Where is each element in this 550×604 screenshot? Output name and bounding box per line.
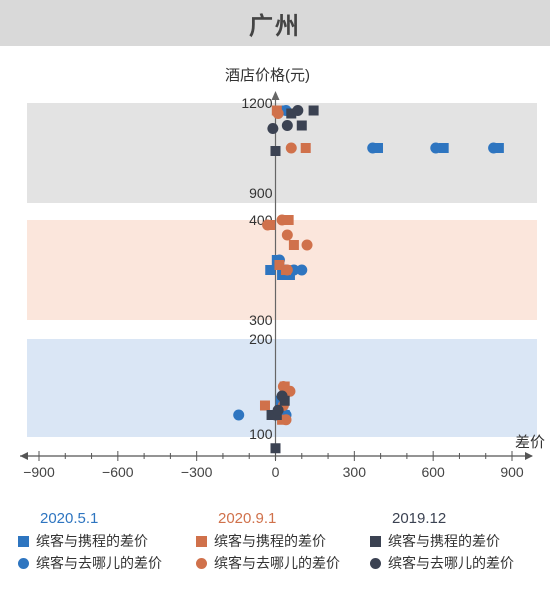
legend-label: 缤客与去哪儿的差价 bbox=[388, 555, 514, 571]
title-bar: 广州 bbox=[0, 0, 550, 46]
y-tick-label: 100 bbox=[249, 426, 273, 442]
x-axis-left-arrow bbox=[20, 452, 28, 460]
y-tick-label: 900 bbox=[249, 185, 273, 201]
data-point-circle bbox=[281, 264, 293, 276]
legend-group-title: 2020.9.1 bbox=[218, 510, 277, 527]
range-band bbox=[27, 103, 537, 203]
legend-item: 缤客与去哪儿的差价 bbox=[370, 552, 545, 574]
legend-group-2020-5-1: 2020.5.1 缤客与携程的差价 缤客与去哪儿的差价 bbox=[18, 508, 193, 574]
data-point-circle bbox=[276, 214, 288, 226]
square-marker-icon bbox=[196, 535, 207, 547]
legend-group-2019-12: 2019.12 缤客与携程的差价 缤客与去哪儿的差价 bbox=[370, 508, 545, 574]
data-point-circle bbox=[262, 219, 274, 231]
data-point-square bbox=[265, 265, 276, 275]
circle-marker-icon bbox=[18, 557, 29, 569]
square-marker-icon bbox=[370, 535, 381, 547]
data-point-circle bbox=[285, 142, 297, 154]
data-point-circle bbox=[296, 264, 308, 276]
y-axis-arrow bbox=[271, 91, 280, 100]
x-axis-right-arrow bbox=[525, 452, 533, 460]
x-tick-label: −600 bbox=[102, 464, 134, 480]
data-point-circle bbox=[281, 120, 293, 131]
data-point-circle bbox=[367, 142, 379, 154]
x-tick-label: 0 bbox=[272, 464, 280, 480]
legend-item: 缤客与携程的差价 bbox=[18, 530, 193, 552]
data-point-circle bbox=[281, 229, 293, 241]
data-point-circle bbox=[272, 108, 284, 119]
y-tick-label: 1200 bbox=[241, 95, 272, 111]
legend-group-2020-9-1: 2020.9.1 缤客与携程的差价 缤客与去哪儿的差价 bbox=[196, 508, 371, 574]
x-tick-label: 600 bbox=[421, 464, 445, 480]
legend-label: 缤客与去哪儿的差价 bbox=[36, 555, 162, 571]
data-point-circle bbox=[280, 414, 292, 426]
chart-title: 广州 bbox=[249, 12, 301, 40]
legend-item: 缤客与携程的差价 bbox=[196, 530, 371, 552]
legend-group-title: 2019.12 bbox=[392, 510, 447, 527]
data-point-square bbox=[270, 443, 281, 454]
data-point-circle bbox=[292, 105, 304, 116]
data-point-circle bbox=[276, 390, 288, 402]
data-point-square bbox=[308, 105, 319, 116]
data-point-square bbox=[288, 240, 299, 250]
data-point-square bbox=[270, 146, 281, 156]
data-point-circle bbox=[267, 123, 279, 134]
legend-item: 缤客与去哪儿的差价 bbox=[196, 552, 371, 574]
x-tick-label: 300 bbox=[343, 464, 367, 480]
legend-item: 缤客与去哪儿的差价 bbox=[18, 552, 193, 574]
legend-label: 缤客与去哪儿的差价 bbox=[214, 555, 340, 571]
data-point-circle bbox=[488, 142, 500, 154]
x-tick-label: 900 bbox=[500, 464, 524, 480]
legend-item: 缤客与携程的差价 bbox=[370, 530, 545, 552]
data-point-square bbox=[296, 120, 307, 131]
square-marker-icon bbox=[18, 535, 29, 547]
x-tick-label: −300 bbox=[181, 464, 213, 480]
x-tick-label: −900 bbox=[23, 464, 55, 480]
data-point-square bbox=[300, 143, 311, 153]
legend-label: 缤客与携程的差价 bbox=[214, 533, 326, 549]
circle-marker-icon bbox=[196, 557, 207, 569]
data-point-circle bbox=[301, 239, 313, 251]
legend-group-title: 2020.5.1 bbox=[40, 510, 99, 527]
y-tick-label: 300 bbox=[249, 312, 273, 328]
legend-label: 缤客与携程的差价 bbox=[388, 533, 500, 549]
data-point-circle bbox=[430, 142, 442, 154]
data-point-circle bbox=[233, 409, 245, 421]
y-axis-label: 酒店价格(元) bbox=[225, 67, 310, 84]
data-point-circle bbox=[272, 404, 284, 416]
data-point-square bbox=[274, 260, 285, 270]
legend-label: 缤客与携程的差价 bbox=[36, 533, 148, 549]
data-point-circle bbox=[284, 385, 296, 397]
data-point-square bbox=[283, 215, 294, 225]
x-axis-label: 差价 bbox=[515, 434, 545, 451]
data-point-square bbox=[286, 108, 297, 119]
data-point-square bbox=[259, 400, 270, 411]
data-point-square bbox=[438, 143, 449, 153]
circle-marker-icon bbox=[370, 557, 381, 569]
y-tick-label: 200 bbox=[249, 331, 273, 347]
